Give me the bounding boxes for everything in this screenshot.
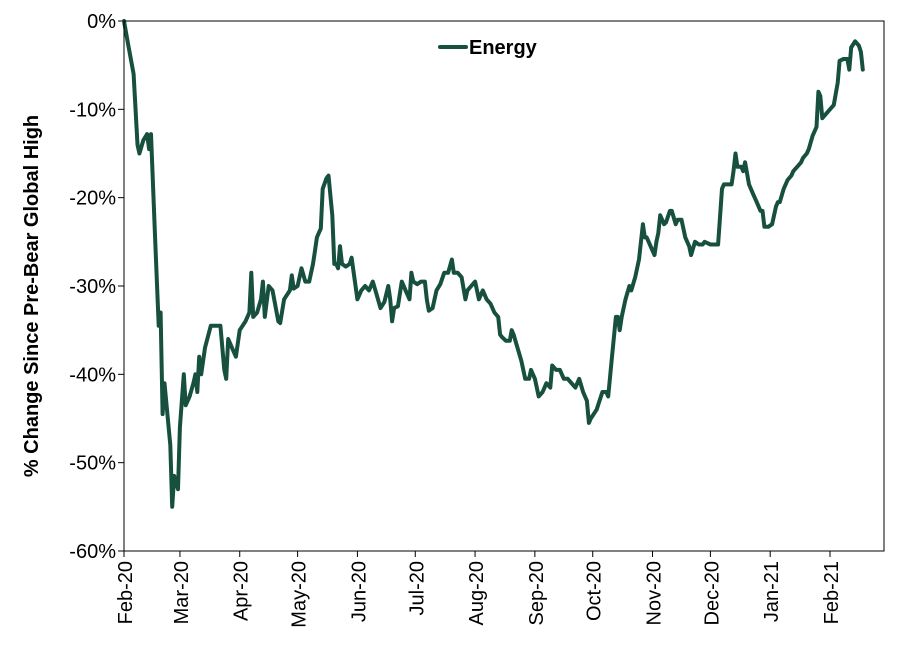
x-tick-label: Jul-20: [406, 561, 428, 615]
x-tick-label: Apr-20: [231, 561, 253, 621]
x-tick-label: Jun-20: [348, 561, 370, 622]
x-tick-label: May-20: [289, 561, 311, 628]
y-tick-label: -50%: [69, 453, 116, 475]
x-tick-label: Feb-21: [821, 561, 843, 624]
plot-area-frame: [123, 20, 885, 552]
x-tick-label: Sep-20: [526, 561, 548, 626]
x-tick-label: Nov-20: [644, 561, 666, 625]
x-tick-label: Feb-20: [115, 561, 137, 624]
series-line-energy: [122, 19, 865, 509]
y-tick-label: -20%: [69, 188, 116, 210]
x-tick-label: Jan-21: [761, 561, 783, 622]
x-tick-label: Dec-20: [701, 561, 723, 625]
x-axis-ticks: Feb-20 Mar-20 Apr-20 May-20 Jun-20 Jul-20 Aug-…: [115, 551, 843, 628]
legend-label-energy: Energy: [469, 37, 538, 59]
y-axis-title: % Change Since Pre-Bear Global High: [21, 115, 43, 477]
legend: Energy: [438, 37, 538, 59]
y-axis-ticks: 0% -10% -20% -30% -40% -50% -60%: [69, 11, 124, 563]
x-tick-label: Mar-20: [171, 561, 193, 624]
y-tick-label: -10%: [69, 99, 116, 121]
x-tick-label: Oct-20: [584, 561, 606, 621]
y-tick-label: -40%: [69, 364, 116, 386]
x-tick-label: Aug-20: [466, 561, 488, 626]
y-tick-label: -30%: [69, 276, 116, 298]
y-tick-label: -60%: [69, 541, 116, 563]
y-tick-label: 0%: [87, 11, 116, 33]
